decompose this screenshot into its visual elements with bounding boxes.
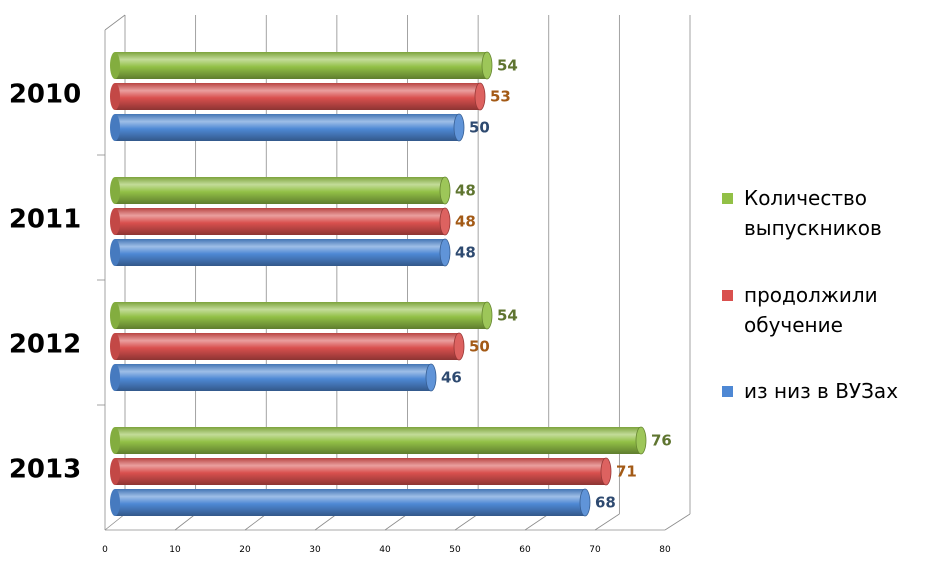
x-tick-label: 20 bbox=[239, 545, 251, 555]
bar-end-cap bbox=[579, 488, 591, 517]
bar-end-cap bbox=[439, 238, 451, 267]
bar-start-cap bbox=[110, 427, 120, 454]
bar-start-cap bbox=[110, 83, 120, 110]
bar-body bbox=[115, 52, 487, 79]
x-tick-label: 50 bbox=[449, 545, 461, 555]
bar-body bbox=[115, 302, 487, 329]
data-label: 46 bbox=[441, 369, 462, 387]
bar bbox=[110, 363, 437, 392]
x-tick-label: 80 bbox=[659, 545, 671, 555]
bar-end-cap bbox=[481, 51, 493, 80]
x-tick-label: 70 bbox=[589, 545, 601, 555]
data-label: 68 bbox=[595, 494, 616, 512]
floor-gridline bbox=[454, 513, 479, 531]
bar bbox=[110, 51, 493, 80]
bar-end-cap bbox=[425, 363, 437, 392]
x-tick-label: 10 bbox=[169, 545, 181, 555]
category-label: 2013 bbox=[9, 455, 81, 485]
data-label: 50 bbox=[469, 119, 490, 137]
data-label: 54 bbox=[497, 307, 518, 325]
legend-swatch bbox=[722, 193, 733, 204]
data-label: 76 bbox=[651, 432, 672, 450]
data-label: 50 bbox=[469, 338, 490, 356]
bar-start-cap bbox=[110, 489, 120, 516]
bar bbox=[110, 457, 612, 486]
data-label: 54 bbox=[497, 57, 518, 75]
floor-gridline bbox=[594, 513, 620, 531]
legend-swatch bbox=[722, 290, 733, 301]
floor-gridline bbox=[384, 513, 408, 531]
data-label: 71 bbox=[616, 463, 637, 481]
floor-gridline bbox=[174, 513, 196, 531]
data-label: 48 bbox=[455, 244, 476, 262]
floor-gridline bbox=[524, 513, 549, 531]
data-label: 48 bbox=[455, 182, 476, 200]
bar bbox=[110, 176, 451, 205]
bar-end-cap bbox=[474, 82, 486, 111]
bar bbox=[110, 113, 465, 142]
bar-start-cap bbox=[110, 177, 120, 204]
bar-end-cap bbox=[481, 301, 493, 330]
floor-gridline bbox=[104, 513, 126, 531]
legend-label: из низ в ВУЗах bbox=[744, 379, 898, 403]
bar-start-cap bbox=[110, 52, 120, 79]
floor-gridline bbox=[314, 513, 338, 531]
bar-end-cap bbox=[439, 176, 451, 205]
bar-start-cap bbox=[110, 239, 120, 266]
bar-end-cap bbox=[635, 426, 647, 455]
side-wall-top-edge bbox=[104, 14, 126, 31]
bar bbox=[110, 82, 486, 111]
bar-body bbox=[115, 427, 641, 454]
legend-label: Количество bbox=[744, 186, 867, 210]
category-label: 2011 bbox=[9, 205, 81, 235]
bar bbox=[110, 207, 451, 236]
bar-end-cap bbox=[600, 457, 612, 486]
floor-gridline bbox=[664, 513, 691, 531]
bar-end-cap bbox=[453, 113, 465, 142]
bar-start-cap bbox=[110, 302, 120, 329]
bar-body bbox=[115, 114, 459, 141]
legend-label: выпускников bbox=[744, 216, 882, 240]
floor-gridline bbox=[244, 513, 267, 531]
x-tick-label: 40 bbox=[379, 545, 391, 555]
legend-label: продолжили bbox=[744, 283, 878, 307]
x-tick-label: 0 bbox=[102, 545, 108, 555]
bar-body bbox=[115, 333, 459, 360]
bar-start-cap bbox=[110, 208, 120, 235]
x-tick-label: 60 bbox=[519, 545, 531, 555]
bar-start-cap bbox=[110, 114, 120, 141]
bar-body bbox=[115, 177, 445, 204]
bar bbox=[110, 301, 493, 330]
bar bbox=[110, 426, 647, 455]
legend-swatch bbox=[722, 386, 733, 397]
bar bbox=[110, 238, 451, 267]
bar-start-cap bbox=[110, 333, 120, 360]
x-tick-label: 30 bbox=[309, 545, 321, 555]
category-label: 2012 bbox=[9, 330, 81, 360]
legend-label: обучение bbox=[744, 313, 843, 337]
bar-start-cap bbox=[110, 364, 120, 391]
bar-start-cap bbox=[110, 458, 120, 485]
category-label: 2010 bbox=[9, 80, 81, 110]
bar bbox=[110, 332, 465, 361]
bar-end-cap bbox=[439, 207, 451, 236]
bar-body bbox=[115, 458, 606, 485]
bar-body bbox=[115, 208, 445, 235]
bar-body bbox=[115, 239, 445, 266]
bar-body bbox=[115, 83, 480, 110]
data-label: 48 bbox=[455, 213, 476, 231]
bar-body bbox=[115, 489, 585, 516]
bar bbox=[110, 488, 591, 517]
bar-end-cap bbox=[453, 332, 465, 361]
data-label: 53 bbox=[490, 88, 511, 106]
bar-body bbox=[115, 364, 431, 391]
